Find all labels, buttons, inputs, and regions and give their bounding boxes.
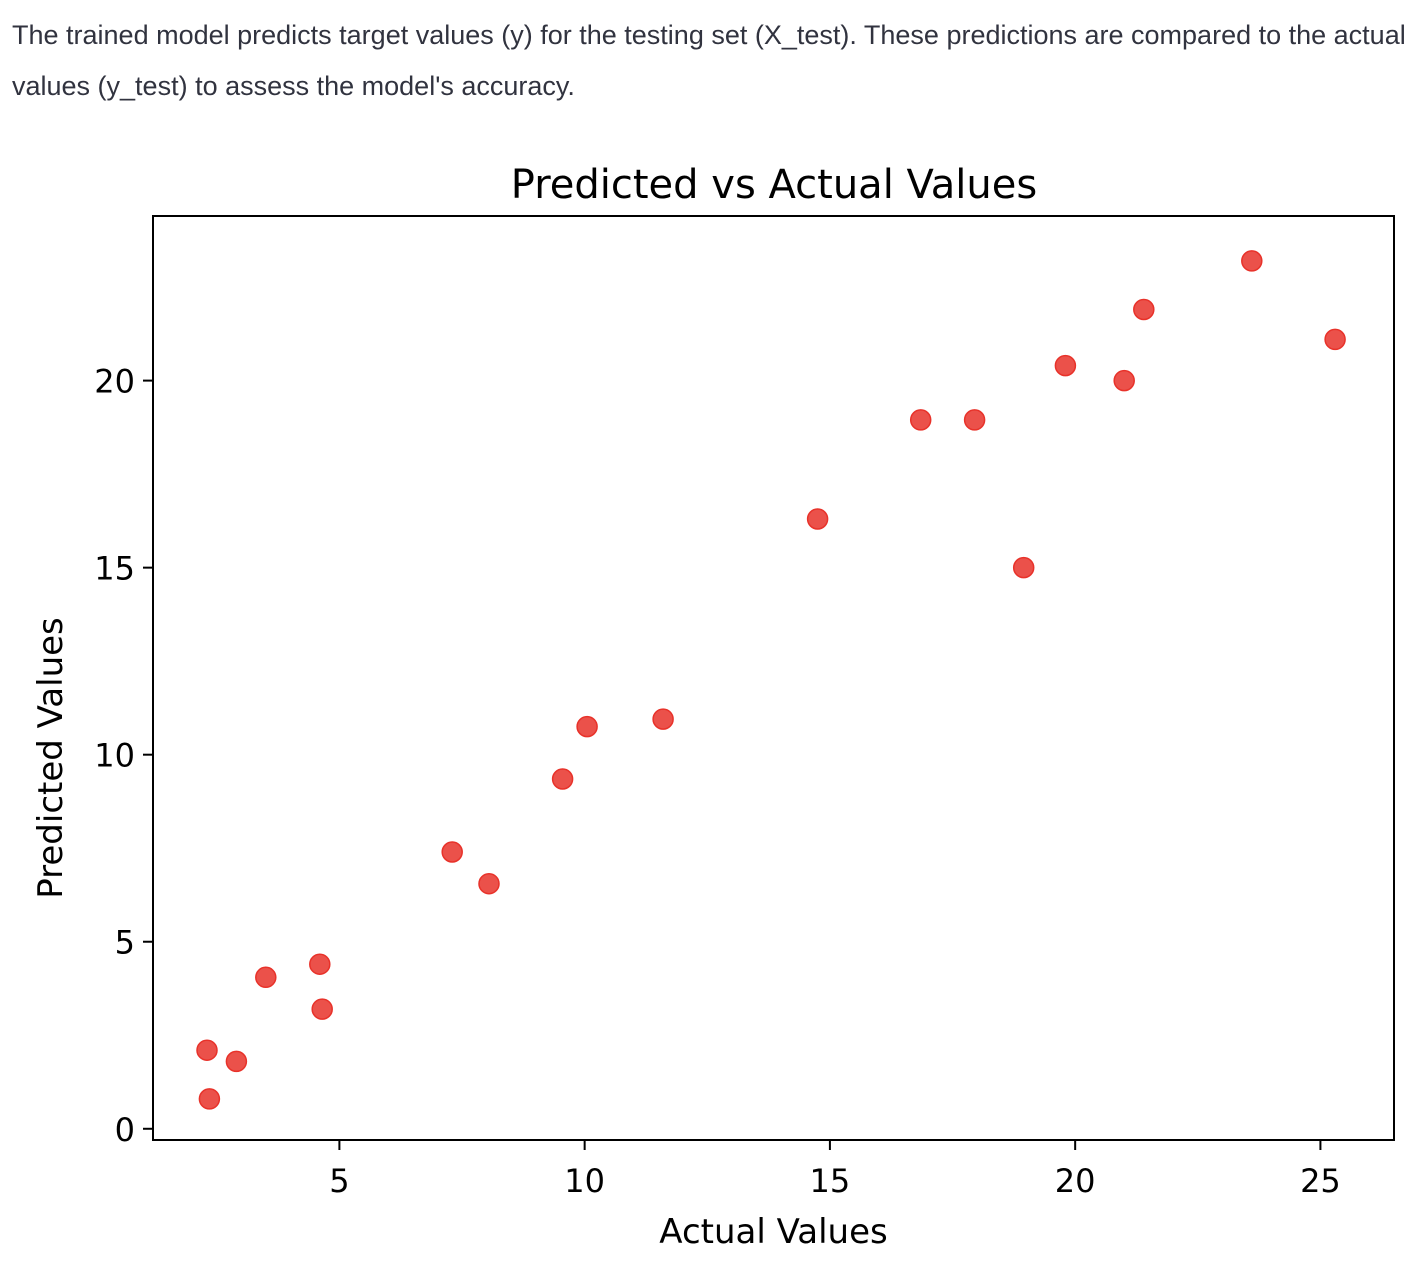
data-point xyxy=(909,409,932,431)
data-point xyxy=(1054,354,1077,377)
y-tick-label: 5 xyxy=(115,924,135,962)
data-point xyxy=(1113,369,1135,392)
data-point xyxy=(652,708,674,730)
x-tick-label: 20 xyxy=(1055,1162,1096,1200)
description-text: The trained model predicts target values… xyxy=(12,20,1406,101)
data-point xyxy=(198,1088,221,1110)
y-tick-label: 15 xyxy=(94,550,135,588)
y-axis: 0 5 10 15 20 xyxy=(94,363,153,1149)
x-tick-label: 10 xyxy=(564,1162,605,1200)
data-point xyxy=(1241,250,1263,272)
chart-svg: Predicted vs Actual Values 5 10 15 20 25 0 5 1… xyxy=(31,162,1395,1252)
y-axis-label: Predicted Values xyxy=(31,617,71,899)
data-point xyxy=(1324,328,1346,351)
y-tick-label: 10 xyxy=(94,737,135,775)
points-layer xyxy=(196,250,1346,1110)
x-tick-label: 25 xyxy=(1300,1162,1341,1200)
data-point xyxy=(309,953,331,975)
y-tick-label: 0 xyxy=(115,1111,135,1149)
x-axis-label: Actual Values xyxy=(659,1212,887,1252)
data-point xyxy=(963,409,986,431)
data-point xyxy=(551,768,574,790)
x-tick-label: 15 xyxy=(810,1162,851,1200)
data-point xyxy=(478,872,500,895)
data-point xyxy=(255,966,277,989)
data-point xyxy=(311,998,333,1020)
x-tick-label: 5 xyxy=(329,1162,349,1200)
scatter-chart: Predicted vs Actual Values 5 10 15 20 25 0 5 1… xyxy=(0,140,1423,1264)
data-point xyxy=(576,715,598,738)
x-axis: 5 10 15 20 25 xyxy=(329,1140,1341,1200)
data-point xyxy=(1133,298,1155,321)
y-tick-label: 20 xyxy=(94,363,135,401)
data-point xyxy=(1012,556,1035,579)
data-point xyxy=(196,1039,218,1061)
plot-area-frame xyxy=(152,215,1395,1141)
chart-title: Predicted vs Actual Values xyxy=(511,162,1037,208)
data-point xyxy=(225,1050,248,1073)
data-point xyxy=(806,508,829,530)
data-point xyxy=(441,841,463,863)
